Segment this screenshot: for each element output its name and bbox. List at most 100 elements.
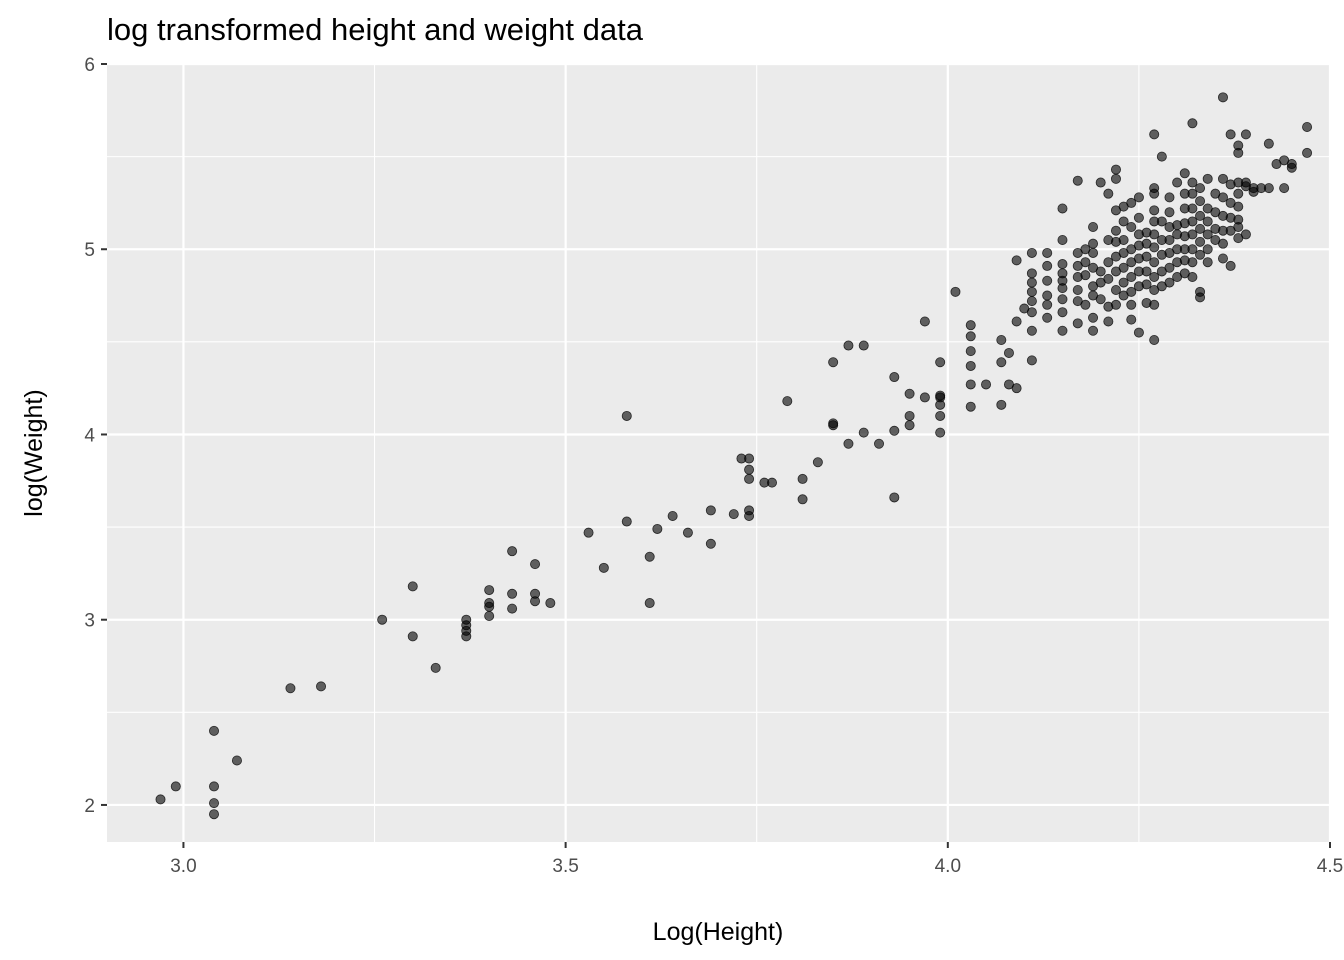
data-point bbox=[1080, 257, 1091, 268]
data-point bbox=[155, 794, 166, 805]
data-point bbox=[828, 420, 839, 431]
data-point bbox=[1057, 325, 1068, 336]
data-point bbox=[965, 360, 976, 371]
data-point bbox=[1149, 242, 1160, 253]
data-point bbox=[1149, 205, 1160, 216]
data-point bbox=[507, 603, 518, 614]
x-tick-label: 3.5 bbox=[552, 856, 578, 877]
data-point bbox=[1149, 229, 1160, 240]
data-point bbox=[1026, 325, 1037, 336]
data-point bbox=[1263, 183, 1274, 194]
data-point bbox=[1233, 222, 1244, 233]
data-point bbox=[1263, 138, 1274, 149]
data-point bbox=[484, 611, 495, 622]
data-point bbox=[1217, 192, 1228, 203]
data-point bbox=[209, 809, 220, 820]
data-point bbox=[1149, 299, 1160, 310]
x-axis: 3.0 3.5 4.0 4.5 bbox=[170, 842, 1343, 877]
data-point bbox=[1103, 316, 1114, 327]
data-point bbox=[797, 494, 808, 505]
data-point bbox=[545, 598, 556, 609]
data-point bbox=[1302, 121, 1313, 132]
data-point bbox=[1187, 118, 1198, 129]
data-point bbox=[1110, 173, 1121, 184]
data-point bbox=[1042, 275, 1053, 286]
data-point bbox=[1118, 262, 1129, 273]
data-point bbox=[1026, 247, 1037, 258]
data-point bbox=[1110, 299, 1121, 310]
x-tick-label: 4.0 bbox=[935, 856, 961, 877]
data-point bbox=[1057, 283, 1068, 294]
y-tick-label: 3 bbox=[84, 611, 95, 632]
data-point bbox=[1026, 286, 1037, 297]
data-point bbox=[935, 427, 946, 438]
data-point bbox=[1110, 164, 1121, 175]
data-point bbox=[1011, 255, 1022, 266]
data-point bbox=[904, 388, 915, 399]
data-point bbox=[782, 396, 793, 407]
y-tick-label: 6 bbox=[84, 55, 95, 76]
data-point bbox=[170, 781, 181, 792]
data-point bbox=[1026, 355, 1037, 366]
data-point bbox=[377, 614, 388, 625]
data-point bbox=[1195, 249, 1206, 260]
data-point bbox=[1195, 183, 1206, 194]
data-point bbox=[996, 357, 1007, 368]
data-point bbox=[843, 340, 854, 351]
data-point bbox=[935, 410, 946, 421]
data-point bbox=[1126, 286, 1137, 297]
x-tick-label: 3.0 bbox=[170, 856, 196, 877]
data-point bbox=[1057, 294, 1068, 305]
data-point bbox=[1057, 203, 1068, 214]
y-axis-title: log(Weight) bbox=[20, 389, 48, 516]
data-point bbox=[1187, 244, 1198, 255]
data-point bbox=[407, 581, 418, 592]
data-point bbox=[965, 320, 976, 331]
data-point bbox=[1172, 177, 1183, 188]
data-point bbox=[1149, 272, 1160, 283]
data-point bbox=[965, 331, 976, 342]
data-point bbox=[1110, 225, 1121, 236]
data-point bbox=[1026, 307, 1037, 318]
data-point bbox=[1088, 312, 1099, 323]
data-point bbox=[1118, 234, 1129, 245]
data-point bbox=[1103, 257, 1114, 268]
data-point bbox=[1149, 257, 1160, 268]
data-point bbox=[507, 546, 518, 557]
data-point bbox=[1187, 257, 1198, 268]
data-point bbox=[1072, 318, 1083, 329]
data-point bbox=[507, 588, 518, 599]
data-point bbox=[1011, 383, 1022, 394]
data-point bbox=[1195, 236, 1206, 247]
data-point bbox=[1164, 234, 1175, 245]
chart-title: log transformed height and weight data bbox=[107, 12, 644, 47]
data-point bbox=[981, 379, 992, 390]
data-point bbox=[1164, 192, 1175, 203]
data-point bbox=[1156, 216, 1167, 227]
data-point bbox=[1126, 299, 1137, 310]
data-point bbox=[1195, 292, 1206, 303]
data-point bbox=[767, 477, 778, 488]
data-point bbox=[1187, 177, 1198, 188]
data-point bbox=[1225, 260, 1236, 271]
data-point bbox=[904, 410, 915, 421]
data-point bbox=[644, 551, 655, 562]
data-point bbox=[583, 527, 594, 538]
data-point bbox=[1202, 244, 1213, 255]
data-point bbox=[965, 401, 976, 412]
data-point bbox=[744, 473, 755, 484]
data-point bbox=[1286, 162, 1297, 173]
data-point bbox=[1095, 266, 1106, 277]
data-point bbox=[1003, 347, 1014, 358]
data-point bbox=[1233, 201, 1244, 212]
data-point bbox=[209, 781, 220, 792]
data-point bbox=[1187, 188, 1198, 199]
data-point bbox=[1133, 327, 1144, 338]
data-point bbox=[1026, 277, 1037, 288]
data-point bbox=[598, 562, 609, 573]
data-point bbox=[1133, 192, 1144, 203]
data-point bbox=[209, 798, 220, 809]
data-point bbox=[1042, 299, 1053, 310]
data-points bbox=[155, 92, 1313, 820]
data-point bbox=[1164, 277, 1175, 288]
